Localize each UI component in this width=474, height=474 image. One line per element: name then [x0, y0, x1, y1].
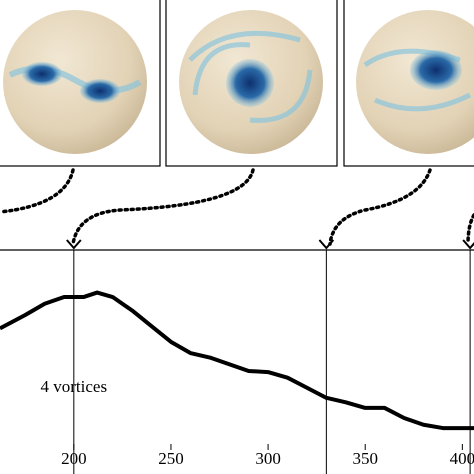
- filament: [188, 30, 313, 123]
- vortex: [410, 50, 462, 90]
- x-tick-label: 400: [450, 449, 474, 468]
- x-tick-label: 250: [158, 449, 184, 468]
- vortex: [226, 59, 274, 107]
- annotation: 4 vortices: [41, 377, 108, 396]
- vortex: [22, 62, 62, 86]
- arrow-head: [462, 239, 474, 250]
- connector: [466, 213, 474, 246]
- data-line: [0, 290, 474, 431]
- x-tick-label: 350: [352, 449, 378, 468]
- plot: 200 250 300 350 400 4 vortices: [0, 239, 474, 474]
- sphere: [356, 10, 474, 154]
- arrow-head: [318, 239, 335, 250]
- arrow-head: [66, 239, 82, 250]
- connector: [0, 168, 75, 214]
- vortex: [80, 79, 120, 103]
- x-tick-label: 300: [255, 449, 281, 468]
- connector: [328, 168, 432, 246]
- connector: [71, 168, 255, 246]
- panels: [0, 0, 474, 167]
- x-tick-label: 200: [61, 449, 87, 468]
- connectors: [0, 168, 474, 246]
